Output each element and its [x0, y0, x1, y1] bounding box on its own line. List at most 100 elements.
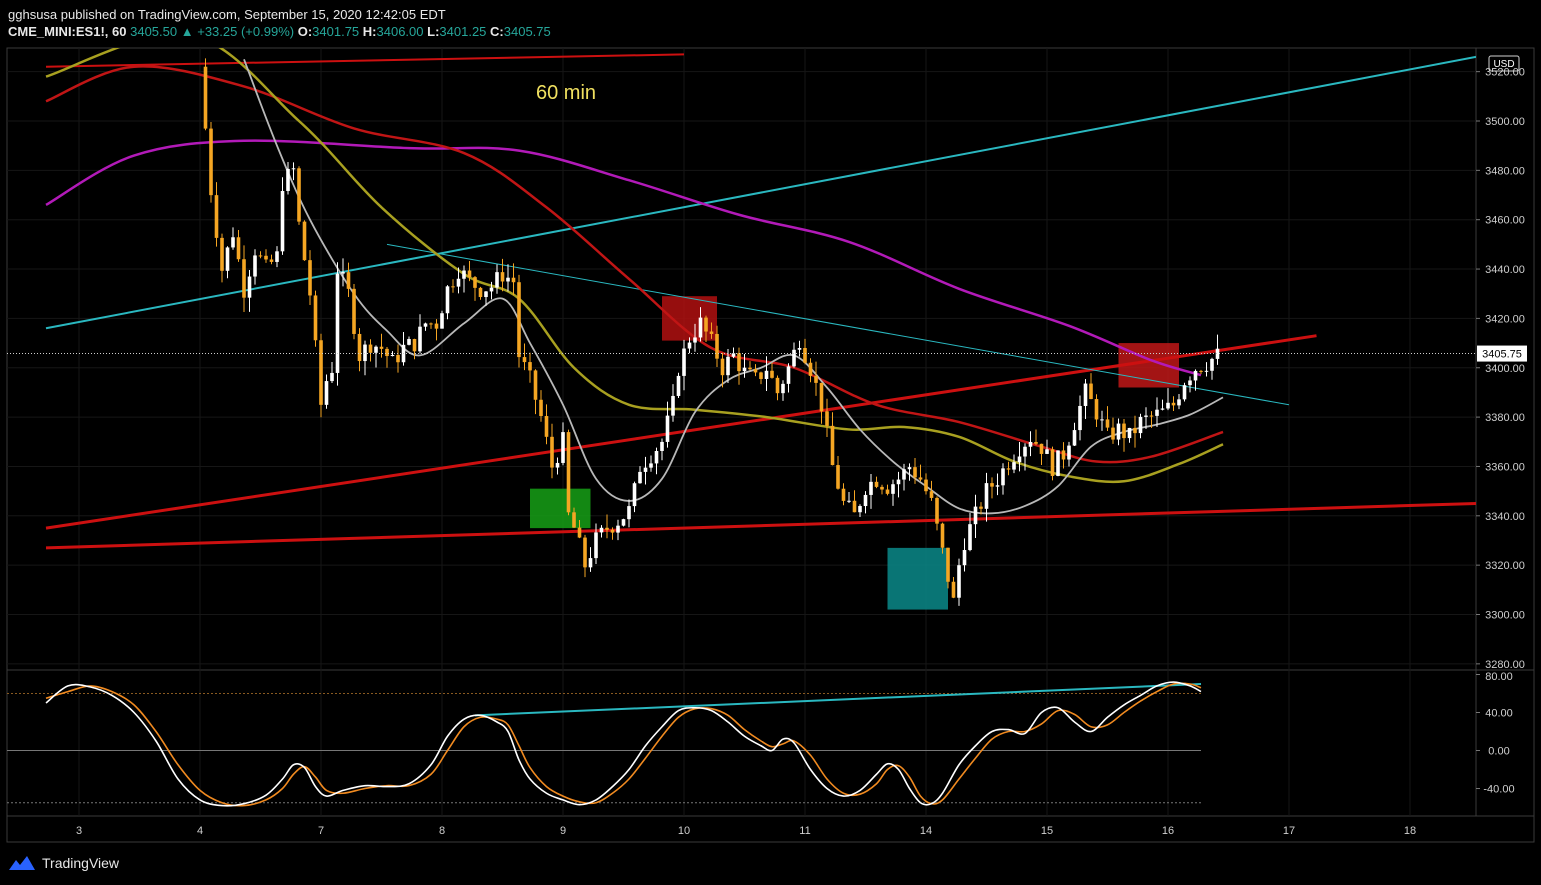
moving-average-line — [45, 139, 1202, 377]
candle-body — [698, 317, 703, 338]
time-axis: 3 4 7 8 9 10 11 14 15 16 17 18 — [76, 825, 1416, 837]
candle-body — [440, 313, 444, 329]
candle-body — [379, 346, 384, 349]
candle-body — [1023, 446, 1027, 457]
time-tick-label: 14 — [920, 825, 932, 837]
candle-body — [742, 367, 747, 372]
candle-body — [561, 432, 565, 463]
candle-body — [880, 486, 884, 490]
candle-body — [1144, 415, 1148, 417]
candle-body — [869, 481, 873, 495]
candle-body — [1122, 423, 1126, 439]
candle-body — [500, 272, 505, 282]
trendline — [45, 55, 1476, 330]
price-tick-label: 3380.00 — [1485, 412, 1525, 424]
candle-body — [489, 287, 494, 292]
candle-body — [385, 348, 389, 357]
candle-body — [759, 372, 763, 379]
oscillator-trendline — [474, 683, 1202, 717]
time-tick-label: 11 — [799, 825, 810, 837]
candle-body — [412, 339, 417, 352]
price-tick-label: 3300.00 — [1485, 610, 1525, 622]
candle-body — [236, 237, 241, 260]
oscillator-tick-label: 0.00 — [1488, 746, 1509, 758]
open-label: O: — [297, 24, 313, 39]
candle-body — [819, 382, 824, 412]
footer-brand: TradingView — [42, 855, 120, 871]
candle-body — [302, 221, 307, 261]
candle-body — [825, 411, 829, 426]
currency-label: USD — [1493, 59, 1514, 70]
candle-body — [913, 467, 917, 478]
candle-body — [297, 168, 301, 222]
candle-body — [1204, 370, 1209, 372]
price-tick-label: 3320.00 — [1485, 560, 1525, 572]
candle-body — [896, 479, 901, 485]
candle-body — [616, 525, 620, 533]
candle-body — [539, 399, 543, 417]
candle-body — [830, 425, 835, 466]
candle-body — [627, 506, 631, 520]
candle-body — [242, 259, 246, 298]
price-tick-label: 3280.00 — [1485, 659, 1525, 671]
time-tick-label: 16 — [1162, 825, 1174, 837]
candle-body — [1083, 383, 1088, 406]
candle-body — [874, 481, 879, 487]
candle-body — [462, 270, 466, 279]
candle-body — [1177, 399, 1181, 406]
last-price: 3405.50 — [130, 24, 178, 39]
candle-body — [1171, 402, 1176, 406]
price-tick-label: 3420.00 — [1485, 313, 1525, 325]
candle-body — [918, 477, 923, 480]
candle-body — [990, 483, 994, 487]
candle-body — [335, 273, 340, 373]
candle-body — [704, 317, 708, 332]
candle-body — [577, 527, 582, 538]
price-change: +33.25 (+0.99%) — [197, 24, 295, 39]
candle-body — [1166, 402, 1170, 409]
candle-body — [214, 195, 219, 238]
candle-body — [1160, 408, 1165, 410]
time-tick-label: 15 — [1041, 825, 1053, 837]
candle-body — [957, 565, 961, 598]
candle-body — [1127, 427, 1132, 439]
candle-body — [676, 375, 681, 396]
price-tick-label: 3360.00 — [1485, 461, 1525, 473]
candle-body — [643, 467, 648, 472]
candle-body — [352, 288, 356, 334]
candle-body — [748, 367, 752, 370]
candle-body — [858, 506, 862, 513]
price-tick-label: 3460.00 — [1485, 215, 1525, 227]
high-label: H: — [362, 24, 377, 39]
time-tick-label: 18 — [1404, 825, 1416, 837]
oscillator-tick-label: 80.00 — [1485, 671, 1513, 683]
tradingview-logo-icon — [9, 856, 35, 870]
candle-body — [693, 337, 697, 343]
time-tick-label: 3 — [76, 825, 82, 837]
candle-body — [286, 168, 290, 191]
candle-body — [330, 372, 334, 382]
candle-body — [786, 366, 791, 384]
candle-body — [1188, 380, 1192, 386]
candle-body — [929, 491, 934, 498]
candle-body — [280, 190, 285, 252]
candle-body — [407, 339, 411, 345]
candle-body — [797, 348, 802, 350]
candle-body — [566, 432, 571, 513]
candle-body — [478, 287, 483, 298]
candle-body — [275, 251, 279, 262]
candle-body — [451, 286, 455, 288]
candle-body — [737, 353, 741, 372]
candle-body — [1034, 441, 1038, 444]
moving-averages — [45, 48, 1224, 515]
candle-body — [324, 381, 329, 405]
candle-body — [1045, 449, 1049, 454]
zone-box — [530, 488, 591, 529]
candle-body — [484, 291, 488, 298]
candle-body — [951, 581, 956, 598]
candle-body — [803, 348, 807, 363]
candle-body — [638, 471, 642, 484]
candle-body — [423, 323, 428, 327]
price-tick-label: 3520.00 — [1485, 67, 1525, 79]
